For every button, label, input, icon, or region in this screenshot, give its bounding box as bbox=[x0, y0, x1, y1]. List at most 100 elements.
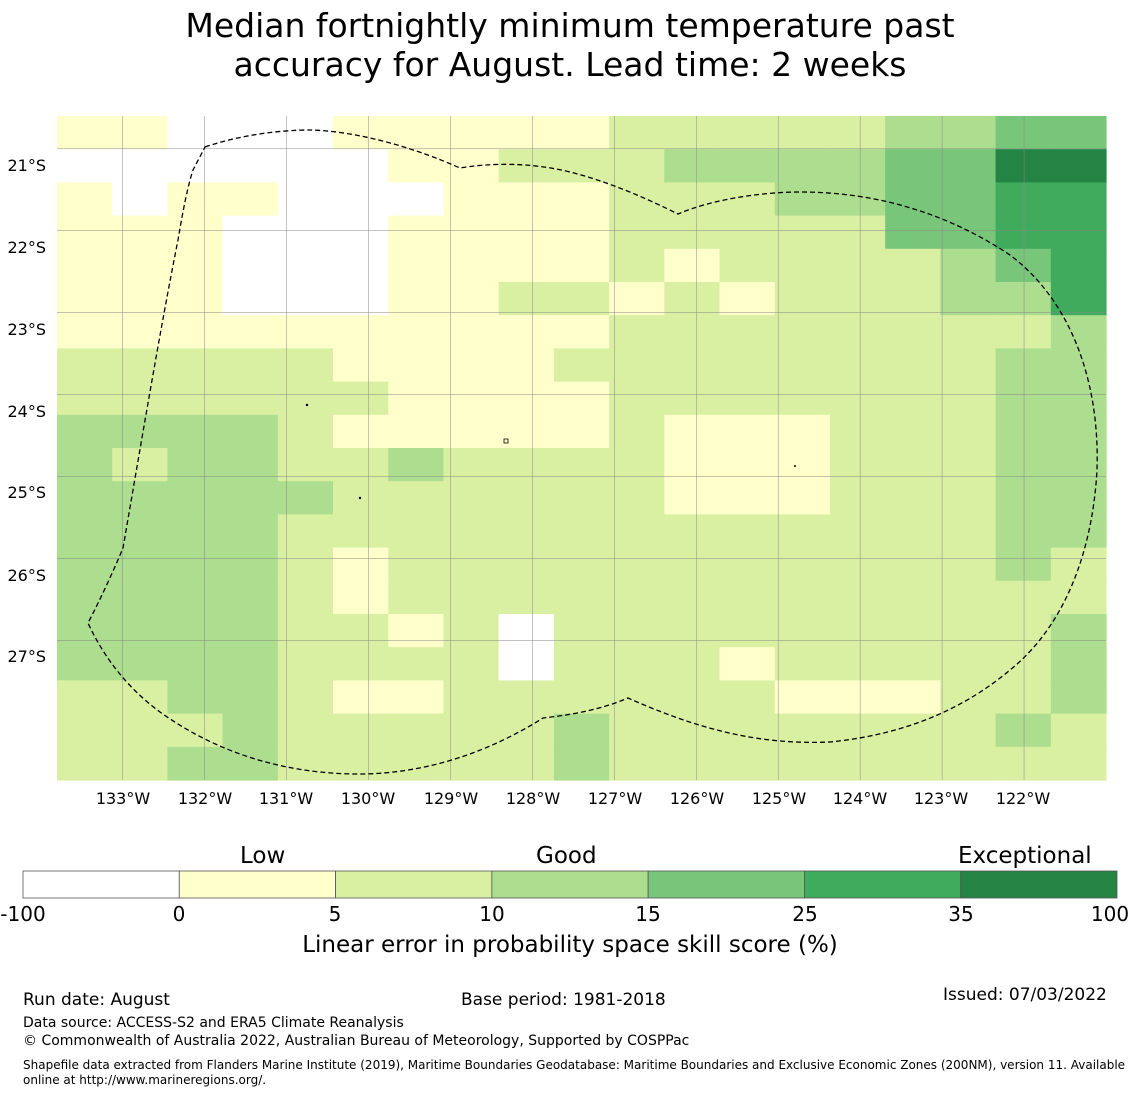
grid-cell bbox=[388, 547, 445, 582]
grid-cell bbox=[774, 414, 831, 449]
grid-cell bbox=[609, 713, 665, 748]
grid-cell bbox=[443, 182, 500, 217]
grid-cell bbox=[719, 514, 776, 549]
grid-cell bbox=[719, 746, 776, 781]
grid-cell bbox=[609, 614, 665, 648]
grid-cell bbox=[57, 514, 113, 549]
grid-cell bbox=[829, 580, 886, 615]
grid-cell bbox=[885, 116, 941, 150]
grid-cell bbox=[553, 348, 610, 383]
grid-cell bbox=[167, 481, 224, 515]
grid-cell bbox=[277, 514, 334, 549]
lon-label-126w: 126°W bbox=[669, 789, 725, 808]
grid-cell bbox=[277, 149, 334, 183]
grid-cell bbox=[829, 448, 886, 482]
grid-cell bbox=[498, 680, 555, 715]
grid-cell bbox=[388, 414, 445, 449]
grid-cell bbox=[388, 746, 445, 781]
grid-cell bbox=[774, 116, 831, 150]
grid-cell bbox=[57, 547, 113, 582]
grid-cell bbox=[498, 647, 555, 681]
grid-cell bbox=[885, 514, 941, 549]
grid-cell bbox=[333, 614, 389, 648]
grid-cell bbox=[1050, 414, 1107, 449]
grid-cell bbox=[112, 215, 169, 250]
grid-cell bbox=[609, 547, 665, 582]
grid-cell bbox=[553, 647, 610, 681]
grid-cell bbox=[443, 647, 500, 681]
grid-cell bbox=[112, 116, 169, 150]
grid-cell bbox=[664, 414, 721, 449]
grid-cell bbox=[57, 647, 113, 681]
grid-cell bbox=[443, 116, 500, 150]
colorbar-tick-0: 0 bbox=[172, 902, 186, 926]
grid-cell bbox=[222, 514, 279, 549]
grid-cell bbox=[167, 514, 224, 549]
grid-cell bbox=[995, 614, 1052, 648]
grid-cell bbox=[829, 149, 886, 183]
grid-cell bbox=[498, 547, 555, 582]
grid-cell bbox=[940, 448, 997, 482]
grid-cell bbox=[609, 680, 665, 715]
grid-cell bbox=[112, 414, 169, 449]
grid-cell bbox=[940, 215, 997, 250]
grid-cell bbox=[885, 348, 941, 383]
grid-cell bbox=[553, 746, 610, 781]
grid-cell bbox=[222, 713, 279, 748]
grid-cell bbox=[940, 614, 997, 648]
grid-cell bbox=[664, 746, 721, 781]
grid-cell bbox=[277, 348, 334, 383]
colorbar-swatch bbox=[491, 870, 649, 899]
colorbar-tick-5: 5 bbox=[328, 902, 342, 926]
grid-cell bbox=[57, 348, 113, 383]
grid-cell bbox=[664, 248, 721, 283]
grid-cell bbox=[388, 282, 445, 316]
grid-cell bbox=[443, 713, 500, 748]
grid-cell bbox=[940, 647, 997, 681]
grid-cell bbox=[995, 680, 1052, 715]
grid-cell bbox=[664, 680, 721, 715]
grid-cell bbox=[1050, 614, 1107, 648]
grid-cell bbox=[774, 215, 831, 250]
colorbar-category-good: Good bbox=[536, 843, 597, 869]
grid-cell bbox=[829, 348, 886, 383]
grid-cell bbox=[885, 580, 941, 615]
grid-cell bbox=[112, 315, 169, 349]
colorbar-tick-minus100: -100 bbox=[0, 902, 46, 926]
grid-cell bbox=[885, 315, 941, 349]
grid-cell bbox=[719, 215, 776, 250]
lon-label-130w: 130°W bbox=[340, 789, 396, 808]
lat-label-24s: 24°S bbox=[7, 402, 46, 421]
grid-cell bbox=[277, 746, 334, 781]
grid-cell bbox=[885, 614, 941, 648]
grid-cell bbox=[940, 248, 997, 283]
grid-cell bbox=[1050, 647, 1107, 681]
grid-cell bbox=[443, 448, 500, 482]
grid-cell bbox=[222, 315, 279, 349]
grid-cell bbox=[277, 182, 334, 217]
grid-cell bbox=[167, 215, 224, 250]
grid-cell bbox=[553, 448, 610, 482]
title-line-2: accuracy for August. Lead time: 2 weeks bbox=[233, 45, 907, 84]
grid-cell bbox=[333, 215, 389, 250]
grid-cell bbox=[664, 381, 721, 416]
grid-cell bbox=[940, 514, 997, 549]
grid-cell bbox=[443, 614, 500, 648]
lat-label-21s: 21°S bbox=[7, 156, 46, 175]
grid-cell bbox=[774, 381, 831, 416]
grid-cell bbox=[664, 580, 721, 615]
grid-cell bbox=[885, 414, 941, 449]
grid-cell bbox=[774, 580, 831, 615]
grid-cell bbox=[719, 348, 776, 383]
grid-cell bbox=[443, 348, 500, 383]
grid-cell bbox=[222, 348, 279, 383]
grid-cell bbox=[719, 414, 776, 449]
grid-cell bbox=[333, 315, 389, 349]
grid-cell bbox=[277, 282, 334, 316]
lat-label-23s: 23°S bbox=[7, 320, 46, 339]
grid-cell bbox=[112, 580, 169, 615]
grid-cell bbox=[498, 315, 555, 349]
grid-cell bbox=[940, 348, 997, 383]
grid-cell bbox=[774, 746, 831, 781]
grid-cell bbox=[222, 381, 279, 416]
